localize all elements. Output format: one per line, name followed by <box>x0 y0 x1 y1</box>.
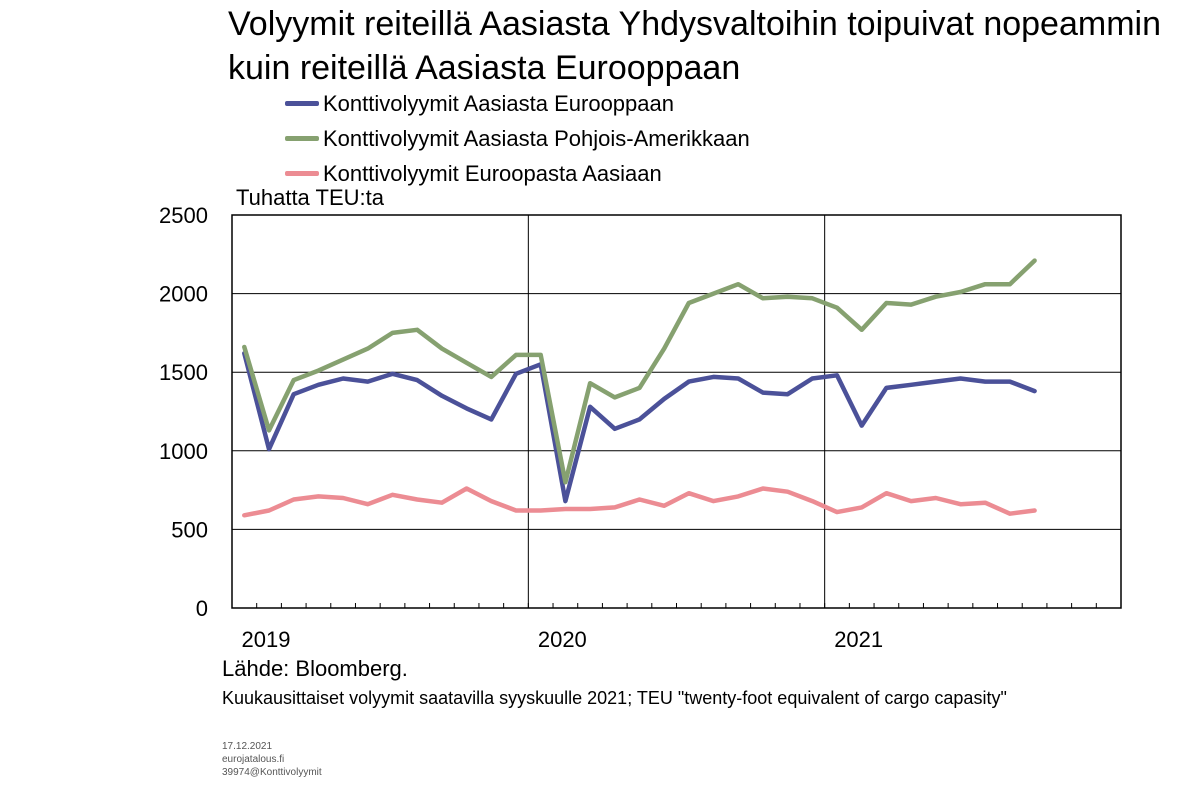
legend-item-europe-asia: Konttivolyymit Euroopasta Aasiaan <box>285 156 750 191</box>
meta-code: 39974@Konttivolyymit <box>222 767 322 778</box>
legend-label-asia-europe: Konttivolyymit Aasiasta Eurooppaan <box>323 90 674 116</box>
meta-site: eurojatalous.fi <box>222 754 285 765</box>
y-axis-label: Tuhatta TEU:ta <box>236 185 384 210</box>
x-tick-label: 2021 <box>834 627 883 652</box>
footnote-text: Kuukausittaiset volyymit saatavilla syys… <box>222 688 1007 708</box>
legend-swatch-asia-north-america <box>285 136 319 141</box>
y-tick-label: 0 <box>196 596 208 621</box>
legend-label-asia-north-america: Konttivolyymit Aasiasta Pohjois-Amerikka… <box>323 125 750 151</box>
legend-swatch-europe-asia <box>285 171 319 176</box>
legend-label-europe-asia: Konttivolyymit Euroopasta Aasiaan <box>323 160 662 186</box>
x-tick-label: 2020 <box>538 627 587 652</box>
series-line-3 <box>242 486 1037 518</box>
x-tick-label: 2019 <box>242 627 291 652</box>
legend: Konttivolyymit Aasiasta Eurooppaan Kontt… <box>285 86 750 191</box>
legend-swatch-asia-europe <box>285 101 319 106</box>
y-tick-label: 1500 <box>159 360 208 385</box>
y-tick-label: 2500 <box>159 203 208 228</box>
legend-item-asia-north-america: Konttivolyymit Aasiasta Pohjois-Amerikka… <box>285 121 750 156</box>
source-text: Lähde: Bloomberg. <box>222 656 408 681</box>
legend-item-asia-europe: Konttivolyymit Aasiasta Eurooppaan <box>285 86 750 121</box>
series-line-2 <box>242 258 1037 485</box>
y-tick-label: 2000 <box>159 282 208 307</box>
y-tick-label: 500 <box>171 517 208 542</box>
y-tick-label: 1000 <box>159 439 208 464</box>
meta-info: 17.12.2021 eurojatalous.fi 39974@Konttiv… <box>222 740 322 779</box>
series-line-1 <box>242 351 1037 504</box>
plot-frame <box>231 214 1122 609</box>
meta-date: 17.12.2021 <box>222 741 273 752</box>
chart-title: Volyymit reiteillä Aasiasta Yhdysvaltoih… <box>228 5 1161 87</box>
